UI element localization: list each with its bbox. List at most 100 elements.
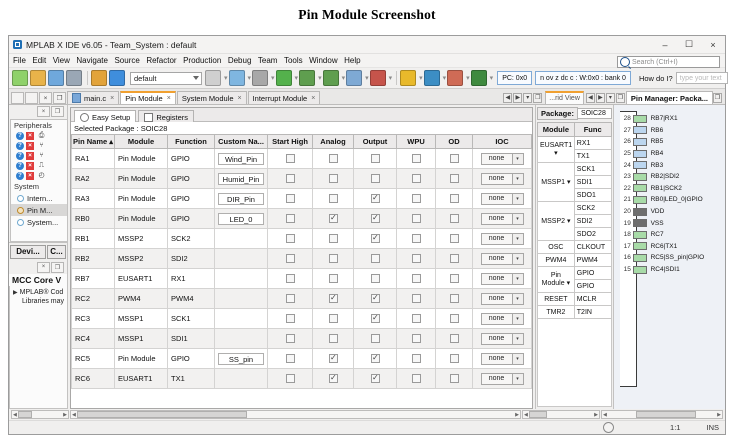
menu-item-source[interactable]: Source (114, 56, 140, 65)
editor-tab-close-icon[interactable]: × (166, 95, 171, 102)
chevron-down-icon[interactable]: ▾ (512, 252, 524, 265)
pm-nav-next-button[interactable]: ▶ (595, 92, 605, 103)
menu-item-production[interactable]: Production (183, 56, 222, 65)
undo-icon[interactable] (91, 70, 107, 86)
start-high-checkbox[interactable] (285, 334, 295, 344)
scroll-left-icon[interactable]: ◀ (13, 411, 17, 418)
cell-output[interactable] (353, 288, 397, 309)
cell-wpu[interactable] (396, 228, 436, 249)
remove-icon[interactable]: × (26, 132, 34, 140)
cell-od[interactable] (435, 328, 473, 349)
scroll-thumb[interactable] (17, 411, 32, 418)
scroll-left-icon[interactable]: ◀ (524, 411, 528, 418)
pin-row-rb6[interactable]: 27 RB6 (620, 125, 723, 137)
col-header-module[interactable]: Module (114, 134, 168, 149)
cell-wpu[interactable] (396, 148, 436, 169)
od-checkbox[interactable] (449, 294, 459, 304)
cell-analog[interactable] (312, 248, 354, 269)
cell-custom-name[interactable] (214, 288, 268, 309)
od-checkbox[interactable] (449, 234, 459, 244)
cell-od[interactable] (435, 268, 473, 289)
compiler-button[interactable]: C... (47, 244, 66, 259)
cell-custom-name[interactable] (214, 368, 268, 389)
tabstrip-close-button[interactable]: × (39, 92, 52, 104)
editor-tab-close-icon[interactable]: × (311, 94, 316, 102)
cell-od[interactable] (435, 208, 473, 229)
dv-icon[interactable] (400, 70, 417, 86)
help-icon[interactable]: ? (16, 152, 24, 160)
analog-checkbox[interactable] (328, 254, 338, 264)
chevron-down-icon[interactable]: ▾ (512, 192, 524, 205)
module-name[interactable]: OSC (537, 240, 575, 254)
build-icon[interactable] (205, 70, 221, 86)
remove-icon[interactable]: × (26, 172, 34, 180)
cell-output[interactable] (353, 228, 397, 249)
chevron-down-icon[interactable]: ▾ (512, 332, 524, 345)
cell-start-high[interactable] (267, 148, 313, 169)
custom-name-input[interactable]: LED_0 (218, 212, 264, 225)
help-icon[interactable]: ? (16, 142, 24, 150)
module-function[interactable]: SCK2 (573, 201, 612, 215)
make-service-icon[interactable] (252, 70, 269, 86)
cell-wpu[interactable] (396, 188, 436, 209)
pin-box[interactable] (632, 161, 647, 170)
status-icon[interactable] (603, 422, 615, 433)
start-high-checkbox[interactable] (285, 154, 295, 164)
cell-ioc[interactable]: none ▾ (472, 268, 532, 289)
clean-build-icon[interactable] (228, 70, 245, 86)
chevron-down-icon[interactable]: ▾ (512, 232, 524, 245)
menu-item-edit[interactable]: Edit (32, 56, 47, 65)
pin-box[interactable] (632, 253, 647, 262)
grid-view-tab[interactable]: ...rid View (545, 91, 584, 104)
output-checkbox[interactable] (370, 293, 380, 304)
scroll-left-icon[interactable]: ◀ (603, 411, 607, 418)
scroll-right-icon[interactable]: ▶ (717, 411, 721, 418)
cell-custom-name[interactable]: LED_0 (214, 208, 268, 229)
pm-nav-prev-button[interactable]: ◀ (585, 92, 595, 103)
editor-tab-system-module[interactable]: System Module × (176, 91, 247, 104)
wpu-checkbox[interactable] (411, 334, 421, 344)
analog-checkbox[interactable] (328, 353, 338, 364)
cell-output[interactable] (353, 248, 397, 269)
redo-icon[interactable] (109, 70, 125, 86)
output-checkbox[interactable] (370, 274, 380, 284)
cell-analog[interactable] (312, 188, 354, 209)
analog-checkbox[interactable] (328, 194, 338, 204)
analog-checkbox[interactable] (328, 293, 338, 304)
od-checkbox[interactable] (449, 254, 459, 264)
save-all-icon[interactable] (66, 70, 82, 86)
pin-box[interactable] (632, 126, 647, 135)
new-project-icon[interactable] (12, 70, 28, 86)
minimize-button[interactable]: – (662, 39, 668, 50)
cell-ioc[interactable]: none ▾ (472, 228, 532, 249)
sidebar-item-pin-m-[interactable]: Pin M... (11, 204, 67, 216)
module-function[interactable]: SDO2 (573, 227, 612, 241)
cell-output[interactable] (353, 188, 397, 209)
tab-dropdown-button[interactable]: ▾ (523, 92, 533, 103)
module-function[interactable]: SDO1 (573, 188, 612, 202)
start-high-checkbox[interactable] (285, 214, 295, 224)
module-function[interactable]: GPIO (573, 266, 612, 280)
pin-box[interactable] (632, 265, 647, 274)
menu-item-file[interactable]: File (13, 56, 26, 65)
start-high-checkbox[interactable] (285, 354, 295, 364)
od-checkbox[interactable] (449, 174, 459, 184)
pin-row-vss[interactable]: 19 VSS (620, 217, 723, 229)
cell-start-high[interactable] (267, 208, 313, 229)
wpu-checkbox[interactable] (411, 374, 421, 384)
cell-start-high[interactable] (267, 248, 313, 269)
od-checkbox[interactable] (449, 354, 459, 364)
subtab-registers[interactable]: Registers (138, 110, 195, 123)
pin-row-rb5[interactable]: 26 RB5 (620, 136, 723, 148)
cell-custom-name[interactable]: Humid_Pin (214, 168, 268, 189)
cell-ioc[interactable]: none ▾ (472, 188, 532, 209)
cell-custom-name[interactable] (214, 308, 268, 329)
chevron-down-icon[interactable]: ▾ (512, 272, 524, 285)
cell-output[interactable] (353, 148, 397, 169)
mcc-maximize-button[interactable]: ❐ (51, 261, 64, 273)
cell-ioc[interactable]: none ▾ (472, 348, 532, 369)
od-checkbox[interactable] (449, 154, 459, 164)
pm-dropdown-button[interactable]: ▾ (605, 92, 615, 103)
module-function[interactable]: CLKOUT (573, 240, 612, 254)
cell-ioc[interactable]: none ▾ (472, 288, 532, 309)
